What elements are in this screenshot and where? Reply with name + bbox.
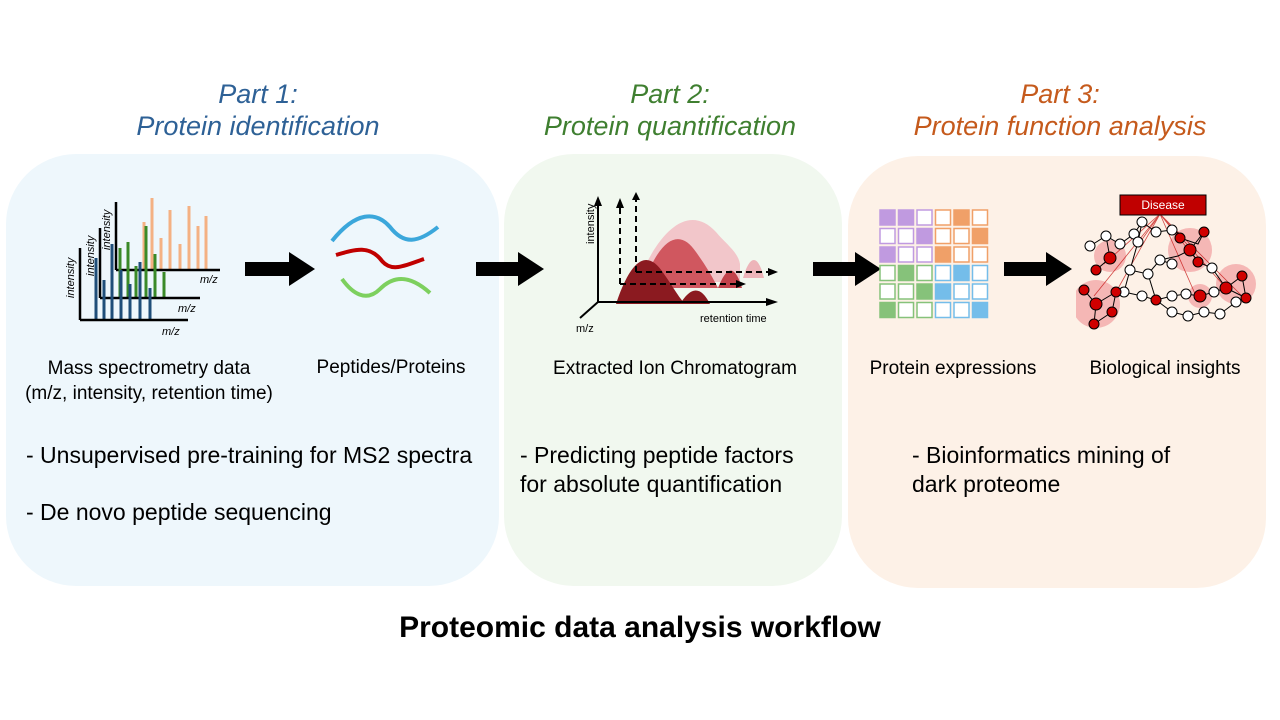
workflow-caption: Proteomic data analysis workflow [399,611,881,644]
axis-label-intensity-1: intensity [65,256,77,298]
expression-cell [971,227,989,245]
expression-cell [971,301,989,319]
xic-axis-mz: m/z [576,323,594,335]
part3-bullet-line2: dark proteome [912,471,1061,497]
axis-label-mz-2: m/z [178,303,196,315]
part1-title: Part 1: Protein identification [108,78,408,142]
ms-data-line1: Mass spectrometry data [47,358,251,379]
expression-cell [953,283,970,300]
part2-bullet-line1: - Predicting peptide factors [520,442,794,468]
expression-cell [971,264,989,282]
part3-bullet-line1: - Bioinformatics mining of [912,442,1171,468]
expression-cell [953,264,970,282]
part3-heading: Part 3: [1020,79,1100,109]
expression-cell [879,264,896,282]
expression-cell [897,246,915,263]
expression-cell [897,264,915,282]
expression-cell [916,209,933,226]
expressions-label: Protein expressions [869,358,1037,379]
expression-cell [879,246,896,263]
arrow-4-icon [1004,252,1072,286]
biological-network-icon: Disease [1076,194,1256,330]
expression-cell [916,264,933,282]
expression-cell [953,227,970,245]
disease-label: Disease [1141,198,1185,212]
insights-label: Biological insights [1089,358,1241,379]
expression-cell [953,209,970,226]
expression-cell [879,283,896,300]
part2-panel [504,154,842,586]
spectrum-layer-blue [78,244,188,322]
expression-cell [934,301,952,319]
axis-label-intensity-3: intensity [101,208,113,250]
expression-cell [971,246,989,263]
part2-heading: Part 2: [630,79,710,109]
expression-cell [897,209,915,226]
expression-cell [934,209,952,226]
arrow-2-icon [476,252,544,286]
expression-cell [971,209,989,226]
part1-name: Protein identification [136,111,380,141]
mass-spectra-icon: intensity intensity intensity m/z m/z m/… [65,198,220,338]
part3-name: Protein function analysis [913,111,1207,141]
part2-title: Part 2: Protein quantification [520,78,820,142]
protein-expression-grid-icon [879,209,989,319]
axis-label-intensity-2: intensity [85,234,97,276]
ms-data-label: Mass spectrometry data (m/z, intensity, … [4,356,294,406]
expression-cell [934,264,952,282]
axis-label-mz-3: m/z [162,326,180,338]
expression-cell [879,301,896,319]
part1-panel [6,154,499,586]
axis-label-mz-1: m/z [200,274,218,286]
expression-cell [916,227,933,245]
ms-data-line2: (m/z, intensity, retention time) [25,383,273,404]
expression-cell [879,209,896,226]
expression-cell [953,246,970,263]
part1-bullet-2: - De novo peptide sequencing [26,499,332,525]
arrow-3-icon [813,252,881,286]
part1-heading: Part 1: [218,79,298,109]
xic-label: Extracted Ion Chromatogram [553,358,797,379]
expression-cell [934,283,952,300]
expression-cell [953,301,970,319]
spectrum-layer-orange [114,198,220,272]
part3-title: Part 3: Protein function analysis [900,78,1220,142]
part1-bullet-1: - Unsupervised pre-training for MS2 spec… [26,442,473,468]
xic-axis-retention: retention time [700,313,767,325]
expression-cell [934,227,952,245]
peptide-curves-icon [330,214,440,298]
part2-bullet-line2: for absolute quantification [520,471,783,497]
expression-cell [897,283,915,300]
peptides-label: Peptides/Proteins [316,357,466,378]
expression-cell [897,227,915,245]
expression-cell [916,246,933,263]
expression-cell [879,227,896,245]
part2-name: Protein quantification [543,111,797,141]
arrow-1-icon [245,252,315,286]
expression-cell [934,246,952,263]
xic-axis-intensity: intensity [585,203,597,244]
expression-cell [897,301,915,319]
xic-chromatogram-icon: intensity m/z retention time [576,192,778,335]
disease-badge [1119,194,1207,216]
expression-cell [916,283,933,300]
expression-cell [916,301,933,319]
expression-cell [971,283,989,300]
